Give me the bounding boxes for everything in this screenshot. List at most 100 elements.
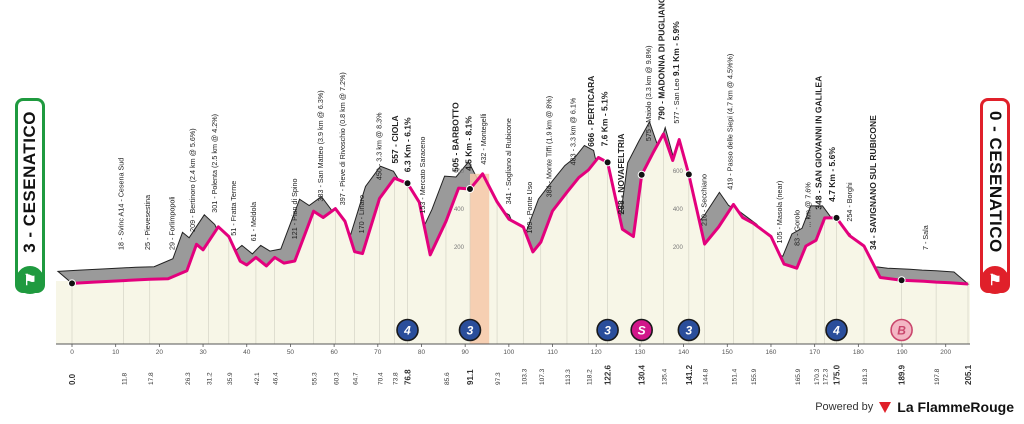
km-marker-label: 70.4 [378,372,385,385]
place-label: 483 - 3.3 km @ 6.1% [569,97,578,165]
place-label: 450 - 3.3 km @ 8.3% [374,112,383,180]
elevation-tick-label: 200 [673,245,684,251]
place-label: 6.3 Km - 6.1% [403,117,413,172]
km-marker-label: 144.8 [703,368,710,385]
place-label: 505 - BARBOTTO [451,102,461,172]
place-label: 29 - Forlimpopoli [168,196,177,250]
sprint-badge-label: S [638,324,646,338]
powered-by-label: Powered by [815,401,874,413]
gpm-badge-label: 4 [832,324,840,338]
place-label: 4.7 Km - 5.6% [827,147,837,202]
km-marker-label: 172.3 [823,368,830,385]
km-marker-label: 64.7 [353,372,360,385]
place-label: 153 - Mercato Saraceno [418,137,427,214]
x-tick-label: 10 [112,349,120,356]
place-label: 4.5 Km - 8.1% [464,116,474,171]
start-sign: 3 - CESENATICO ⚑ [15,98,45,294]
finish-bike-icon: ⚑ [981,266,1009,294]
km-marker-label: 197.8 [934,368,941,385]
x-tick-label: 70 [374,349,382,356]
km-marker-label: 55.3 [312,372,319,385]
place-label: 419 - Passo delle Siepi (4.7 km @ 4.5%%) [726,54,735,190]
x-tick-label: 100 [503,349,514,356]
km-marker-label: 46.4 [273,372,280,385]
checkpoint-dot [897,276,906,285]
km-marker-label: 103.3 [521,368,528,385]
place-label: 383 - San Matteo (3.9 km @ 6.3%) [316,90,325,201]
km-marker-label: 73.8 [392,372,399,385]
x-tick-label: 190 [897,349,908,356]
finish-sign: 0 - CESENATICO ⚑ [980,98,1010,294]
elevation-tick-label: 400 [454,207,465,213]
checkpoint-dot [603,158,612,167]
place-label: 384 - Monte Tiffi (1.9 km @ 8%) [545,96,554,197]
place-label: 7.6 Km - 5.1% [600,91,610,146]
km-marker-label: 155.9 [751,368,758,385]
x-tick-label: 170 [809,349,820,356]
km-marker-label: 165.9 [795,368,802,385]
x-tick-label: 200 [940,349,951,356]
elevation-tick-label: 600 [673,169,684,175]
x-tick-label: 140 [678,349,689,356]
km-marker-label: 151.4 [731,368,738,385]
x-tick-label: 160 [766,349,777,356]
place-label: 34 - SAVIGNANO SUL RUBICONE [868,115,878,250]
x-tick-label: 80 [418,349,426,356]
x-tick-label: 120 [591,349,602,356]
place-label: 348 - SAN GIOVANNI IN GALILEA [814,76,824,210]
gpm-badge [458,318,482,342]
km-marker-label: 170.3 [814,368,821,385]
x-tick-label: 110 [547,349,558,356]
x-tick-label: 90 [462,349,470,356]
gpm-badge [596,318,619,342]
elevation-tick-label: 200 [454,245,465,251]
x-tick-label: 50 [287,349,295,356]
climb-stats: 9.1 Km - 5.9% [671,21,681,79]
place-label: 666 - PERTICARA [586,76,596,147]
km-marker-label: 113.3 [565,369,572,385]
km-marker-label: 135.4 [662,368,669,385]
place-label: 169 - Ponte Uso [525,182,534,234]
place-label: 790 - MADONNA DI PUGLIANO [656,0,666,120]
place-label: 83 - Gorolo [792,210,801,246]
km-marker-label: 189.9 [898,364,907,385]
profile-face [72,133,968,344]
km-marker-label: 42.1 [254,372,261,385]
gpm-badge [825,318,848,342]
place-label: 61 - Meldola [249,202,258,242]
place-label: 557 - CIOLA [390,115,400,163]
x-tick-label: 30 [199,349,207,356]
km-marker-label: 17.8 [148,372,155,385]
place-label: 254 - Borghi [845,182,854,222]
checkpoint-dot [465,185,474,193]
place-label: 25 - Pievesestina [143,195,152,250]
bonus-badge-label: B [897,324,906,338]
place-label: 7 - Sala [921,225,930,250]
steep-section [469,173,490,344]
km-marker-label: 31.2 [206,372,213,385]
bicycle-icon: ⚑ [16,266,44,294]
x-tick-label: 180 [853,349,864,356]
place-label: 432 - Montegelli [479,113,488,165]
checkpoint-dot [637,170,646,179]
elevation-tick-label: 600 [454,169,465,175]
km-marker-label: 76.8 [404,369,413,385]
place-label: 577 - San Leo 9.1 Km - 5.9% [671,21,681,124]
x-tick-label: 40 [243,349,251,356]
finish-label: 0 - CESENATICO [986,111,1005,253]
x-tick-label: 60 [330,349,338,356]
place-label: 575 - Maiolo (3.3 km @ 9.8%) [644,46,653,142]
km-marker-label: 11.8 [122,372,129,385]
km-marker-label: 107.3 [539,368,546,385]
checkpoint-dot [68,279,76,288]
km-marker-label: 0.0 [68,373,77,385]
km-marker-label: 35.9 [227,372,234,385]
gpm-badge-label: 3 [686,324,693,338]
bonus-badge [890,318,913,342]
sprint-badge [630,318,653,342]
checkpoint-dot [684,170,693,179]
place-label: 121 - Pian di Spino [290,178,299,239]
km-marker-label: 141.2 [685,364,694,385]
